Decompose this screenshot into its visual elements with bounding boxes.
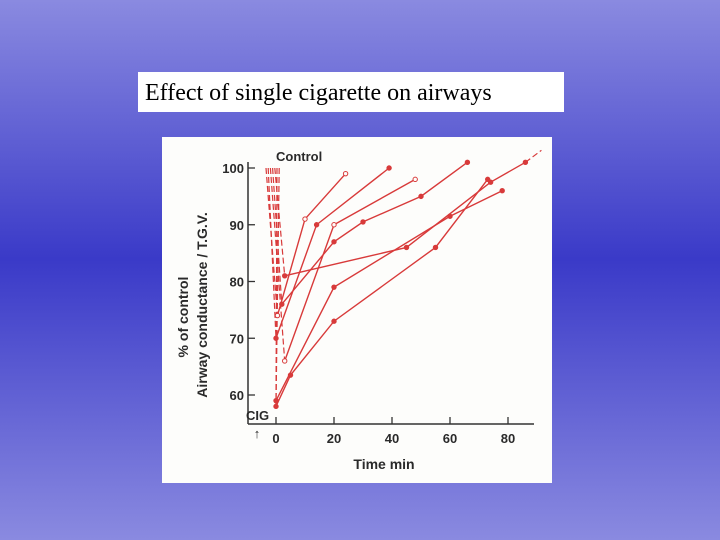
series-markers	[273, 159, 529, 410]
y-tick-label: 100	[222, 161, 244, 176]
ticks: 0 20 40 60 80 60 70 80 90 100	[222, 161, 515, 446]
chart-svg: 0 20 40 60 80 60 70 80 90 100 Control CIG ↑ Time …	[175, 149, 542, 472]
series-5-point	[282, 273, 288, 279]
series-5-dashed-drop	[274, 167, 286, 276]
series-lines	[265, 149, 542, 407]
cig-arrow-icon: ↑	[254, 426, 261, 441]
series-7-point	[273, 403, 279, 410]
series-6-dashed-drop	[275, 167, 278, 401]
series-5-point	[522, 159, 529, 166]
y-tick-label: 60	[230, 388, 244, 403]
x-tick-label: 20	[327, 431, 341, 446]
y-axis-label-line2: Airway conductance / T.G.V.	[194, 212, 210, 397]
series-7-point	[432, 244, 439, 251]
x-tick-label: 40	[385, 431, 399, 446]
series-2-point	[273, 335, 279, 341]
series-1-point	[342, 170, 349, 177]
series-3-point	[331, 222, 337, 228]
series-7-point	[331, 318, 337, 324]
series-6-point	[273, 397, 279, 404]
series-7-dashed-drop	[275, 167, 280, 407]
y-tick-label: 80	[230, 275, 244, 290]
cig-annotation: CIG	[246, 408, 269, 423]
series-4-point	[360, 219, 366, 225]
x-tick-label: 80	[501, 431, 515, 446]
series-1-point	[302, 216, 308, 222]
series-2-point	[313, 222, 320, 228]
y-axis-label-line1: % of control	[175, 277, 191, 358]
series-2-dashed-drop	[267, 167, 277, 339]
series-1-point	[274, 312, 281, 319]
series-4-point	[279, 301, 285, 307]
series-6-point	[499, 188, 505, 194]
series-6-line	[275, 190, 503, 401]
axes	[247, 162, 534, 425]
series-7-point	[485, 176, 491, 183]
x-tick-label: 0	[272, 431, 279, 446]
series-4-line	[281, 161, 468, 305]
series-6-point	[447, 213, 453, 219]
series-5-point	[403, 244, 410, 251]
series-7-point	[287, 372, 294, 378]
x-tick-label: 60	[443, 431, 457, 446]
series-2-line	[275, 167, 390, 339]
series-4-point	[418, 193, 424, 200]
y-tick-label: 70	[230, 331, 244, 346]
series-4-point	[331, 239, 337, 245]
x-axis-label: Time min	[353, 456, 414, 472]
slide-title: Effect of single cigarette on airways	[138, 72, 564, 112]
series-3-dashed-drop	[269, 167, 286, 361]
y-tick-label: 90	[230, 218, 244, 233]
series-3-point	[282, 358, 288, 364]
series-6-point	[331, 284, 337, 290]
series-5-dashed-extension	[525, 149, 542, 163]
chart-figure: 0 20 40 60 80 60 70 80 90 100 Control CIG ↑ Time …	[162, 137, 552, 483]
control-annotation: Control	[276, 149, 322, 164]
series-4-point	[464, 159, 471, 166]
series-2-point	[386, 165, 392, 171]
series-1-line	[276, 173, 347, 316]
series-3-point	[412, 176, 418, 183]
series-3-line	[284, 178, 416, 362]
